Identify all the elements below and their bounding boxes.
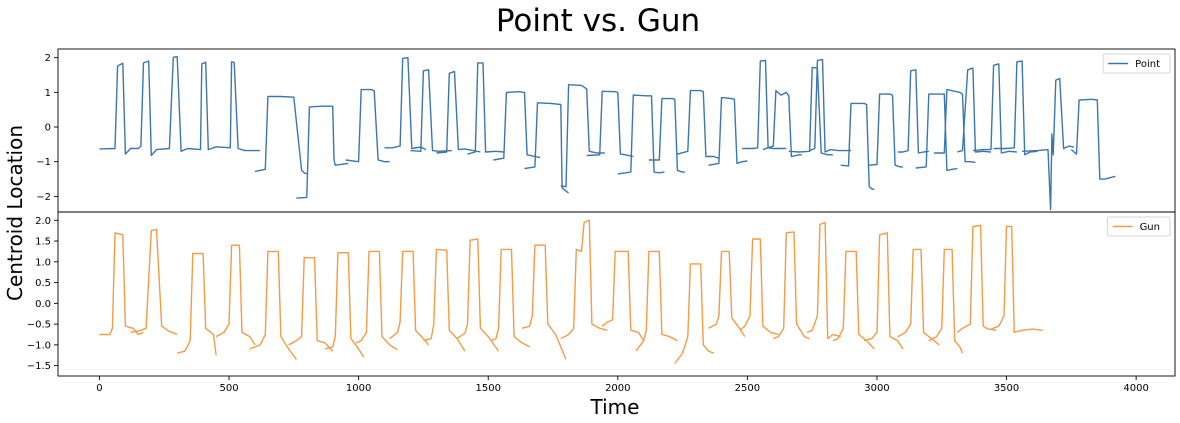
series-gun-segment-2	[177, 252, 217, 356]
series-gun-segment-10	[456, 238, 500, 352]
series-gun-segment-18	[739, 238, 779, 336]
series-gun-segment-20	[806, 221, 841, 340]
series-point-segment-1	[254, 95, 308, 175]
y-tick-label-1-1: −1.0	[27, 340, 51, 351]
series-gun-segment-26	[990, 225, 1043, 334]
legend-box-gun	[1107, 216, 1171, 237]
y-tick-label-1-7: 2.0	[35, 216, 51, 227]
y-tick-label-1-5: 1.0	[35, 257, 51, 268]
series-point-segment-21	[869, 93, 903, 168]
y-tick-label-0-0: −2	[36, 192, 51, 203]
series-point-segment-29	[1070, 98, 1116, 180]
series-point-segment-7	[467, 62, 504, 155]
series-point-segment-20	[840, 102, 875, 191]
series-gun-segment-23	[897, 248, 940, 346]
series-point-segment-13	[648, 97, 686, 173]
x-tick-label-1: 500	[220, 383, 239, 394]
y-tick-label-1-3: 0.0	[35, 299, 51, 310]
x-tick-label-7: 3500	[994, 383, 1019, 394]
series-point-segment-16	[742, 59, 787, 150]
y-tick-label-1-2: −0.5	[27, 320, 51, 331]
series-point-segment-8	[493, 91, 541, 161]
series-point-segment-5	[410, 69, 452, 152]
series-gun-segment-4	[249, 250, 297, 360]
series-gun-segment-9	[423, 248, 466, 352]
series-point	[99, 55, 1116, 211]
y-tick-label-1-6: 1.5	[35, 237, 51, 248]
x-tick-label-8: 4000	[1123, 383, 1148, 394]
series-point-segment-0	[99, 55, 261, 157]
chart-title: Point vs. Gun	[496, 3, 700, 39]
series-point-segment-2	[296, 105, 349, 199]
series-gun-segment-19	[773, 231, 810, 340]
y-tick-label-0-3: 1	[45, 88, 51, 99]
series-gun-segment-1	[130, 228, 178, 336]
legend-label-gun: Gun	[1140, 222, 1160, 233]
legend-gun: Gun	[1107, 216, 1171, 237]
series-point-segment-18	[788, 66, 833, 156]
series-gun-segment-0	[99, 232, 144, 336]
series-point-segment-26	[972, 63, 1017, 154]
series-gun	[99, 219, 1043, 364]
y-tick-label-0-1: −1	[36, 157, 51, 168]
series-gun-segment-7	[355, 250, 398, 351]
series-gun-segment-17	[708, 250, 746, 337]
series-gun-segment-24	[928, 248, 964, 354]
x-axis-ticks: 0 500 1000 1500 2000 2500 3000 3500 4000	[96, 376, 1149, 394]
series-gun-segment-16	[674, 263, 714, 364]
series-point-segment-4	[384, 57, 427, 151]
y-tick-label-0-2: 0	[45, 123, 51, 134]
series-point-segment-15	[708, 96, 748, 166]
series-point-segment-24	[934, 88, 976, 164]
series-point-segment-23	[915, 93, 958, 172]
series-gun-segment-11	[490, 248, 531, 348]
x-tick-label-2: 1000	[346, 383, 371, 394]
series-point-segment-14	[677, 89, 720, 159]
series-point-segment-6	[436, 70, 481, 154]
x-tick-label-3: 1500	[475, 383, 500, 394]
series-point-segment-28	[1022, 77, 1075, 211]
series-point-segment-17	[762, 89, 802, 158]
legend-label-point: Point	[1135, 59, 1160, 70]
series-point-segment-12	[617, 94, 665, 175]
series-gun-segment-15	[635, 250, 678, 352]
series-point-segment-19	[809, 58, 851, 153]
top-panel-point: −2 −1 0 1 2 Point	[36, 48, 1176, 213]
series-point-segment-10	[560, 84, 605, 188]
series-gun-segment-5	[288, 257, 334, 352]
x-tick-label-0: 0	[96, 383, 102, 394]
y-tick-label-1-4: 0.5	[35, 278, 51, 289]
series-gun-segment-12	[521, 244, 567, 360]
x-tick-label-5: 2500	[735, 383, 760, 394]
legend-box-point	[1102, 53, 1171, 74]
series-point-segment-25	[957, 67, 992, 153]
bottom-panel-gun: −1.5 −1.0 −0.5 0.0 0.5 1.0 1.5 2.0 Gun	[27, 211, 1176, 377]
series-gun-segment-6	[324, 252, 365, 358]
series-point-segment-27	[993, 60, 1038, 156]
series-gun-segment-13	[560, 219, 608, 340]
legend-point: Point	[1102, 53, 1171, 74]
series-gun-segment-25	[956, 224, 997, 333]
y-tick-label-0-4: 2	[45, 53, 51, 64]
y-axis-label: Centroid Location	[3, 125, 27, 301]
y-tick-label-1-0: −1.5	[27, 361, 51, 372]
series-point-segment-11	[586, 90, 634, 158]
x-axis-label: Time	[590, 395, 640, 419]
series-gun-segment-22	[863, 232, 904, 350]
series-point-segment-9	[524, 102, 569, 194]
plot-frame-0	[57, 48, 1176, 213]
plot-frame-1	[57, 211, 1176, 377]
series-gun-segment-14	[601, 250, 645, 342]
series-gun-segment-21	[832, 250, 875, 350]
series-point-segment-22	[897, 69, 929, 154]
series-point-segment-3	[345, 88, 390, 163]
x-tick-label-6: 3000	[864, 383, 889, 394]
series-gun-segment-8	[389, 250, 430, 346]
x-tick-label-4: 2000	[605, 383, 630, 394]
series-gun-segment-3	[215, 244, 256, 346]
